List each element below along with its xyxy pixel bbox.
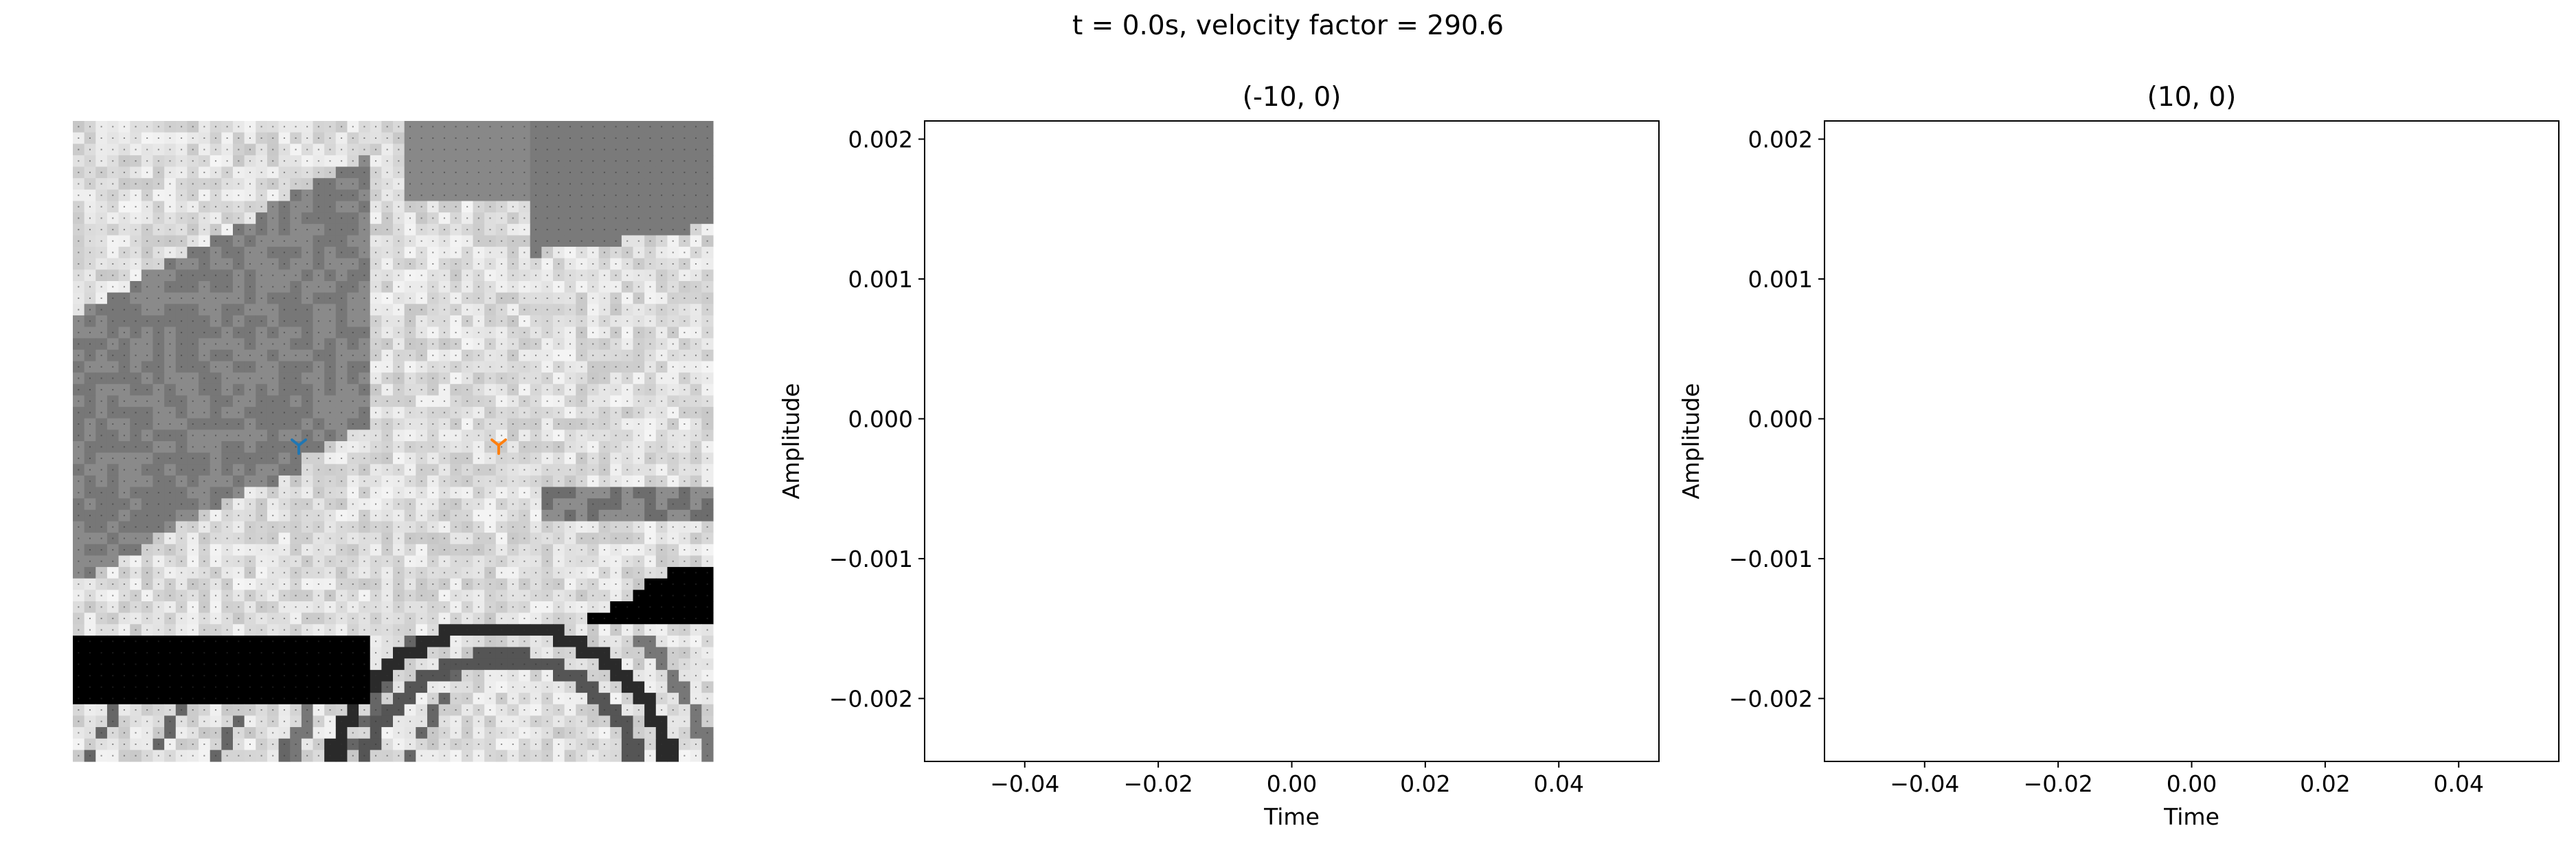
y-tick-label: 0.001 bbox=[848, 266, 913, 293]
plot-area-frame bbox=[1824, 120, 2560, 762]
x-tick-label: −0.02 bbox=[1124, 770, 1193, 797]
y-tick-label: −0.002 bbox=[829, 685, 913, 712]
plot-area-frame bbox=[924, 120, 1660, 762]
chart-panel-right: −0.04 −0.02 0.00 0.02 0.04 0.002 0.001 0.000 −0.… bbox=[1677, 82, 2560, 830]
x-tick-label: 0.00 bbox=[1267, 770, 1317, 797]
y-tick-label: 0.000 bbox=[1748, 405, 1813, 432]
receiver-marker-blue bbox=[291, 438, 307, 455]
chart-title: (-10, 0) bbox=[1243, 82, 1342, 113]
y-tick-label: 0.000 bbox=[848, 405, 913, 432]
y-tick-label: 0.002 bbox=[848, 126, 913, 153]
y-tick-label: 0.002 bbox=[1748, 126, 1813, 153]
figure-suptitle: t = 0.0s, velocity factor = 290.6 bbox=[1072, 10, 1504, 41]
y-tick-label: 0.001 bbox=[1748, 266, 1813, 293]
x-tick-label: −0.04 bbox=[1890, 770, 1959, 797]
velocity-map-panel bbox=[73, 121, 714, 762]
chart-title: (10, 0) bbox=[2147, 82, 2237, 113]
x-tick-label: 0.02 bbox=[2300, 770, 2350, 797]
x-tick-label: 0.04 bbox=[2433, 770, 2483, 797]
x-tick-label: 0.04 bbox=[1533, 770, 1583, 797]
receiver-marker-orange bbox=[490, 438, 507, 455]
y-tick-label: −0.001 bbox=[1729, 546, 1813, 572]
y-tick-label: −0.001 bbox=[829, 546, 913, 572]
x-tick-label: 0.02 bbox=[1400, 770, 1450, 797]
y-tick-label: −0.002 bbox=[1729, 685, 1813, 712]
x-axis-label: Time bbox=[2163, 803, 2219, 830]
y-axis-label: Amplitude bbox=[1677, 383, 1704, 499]
x-axis-label: Time bbox=[1263, 803, 1320, 830]
y-axis-label: Amplitude bbox=[778, 383, 804, 499]
x-tick-label: 0.00 bbox=[2167, 770, 2217, 797]
x-tick-label: −0.02 bbox=[2024, 770, 2093, 797]
chart-panel-left: −0.04 −0.02 0.00 0.02 0.04 0.002 0.001 0.000 −0.… bbox=[778, 82, 1660, 830]
x-tick-label: −0.04 bbox=[990, 770, 1059, 797]
